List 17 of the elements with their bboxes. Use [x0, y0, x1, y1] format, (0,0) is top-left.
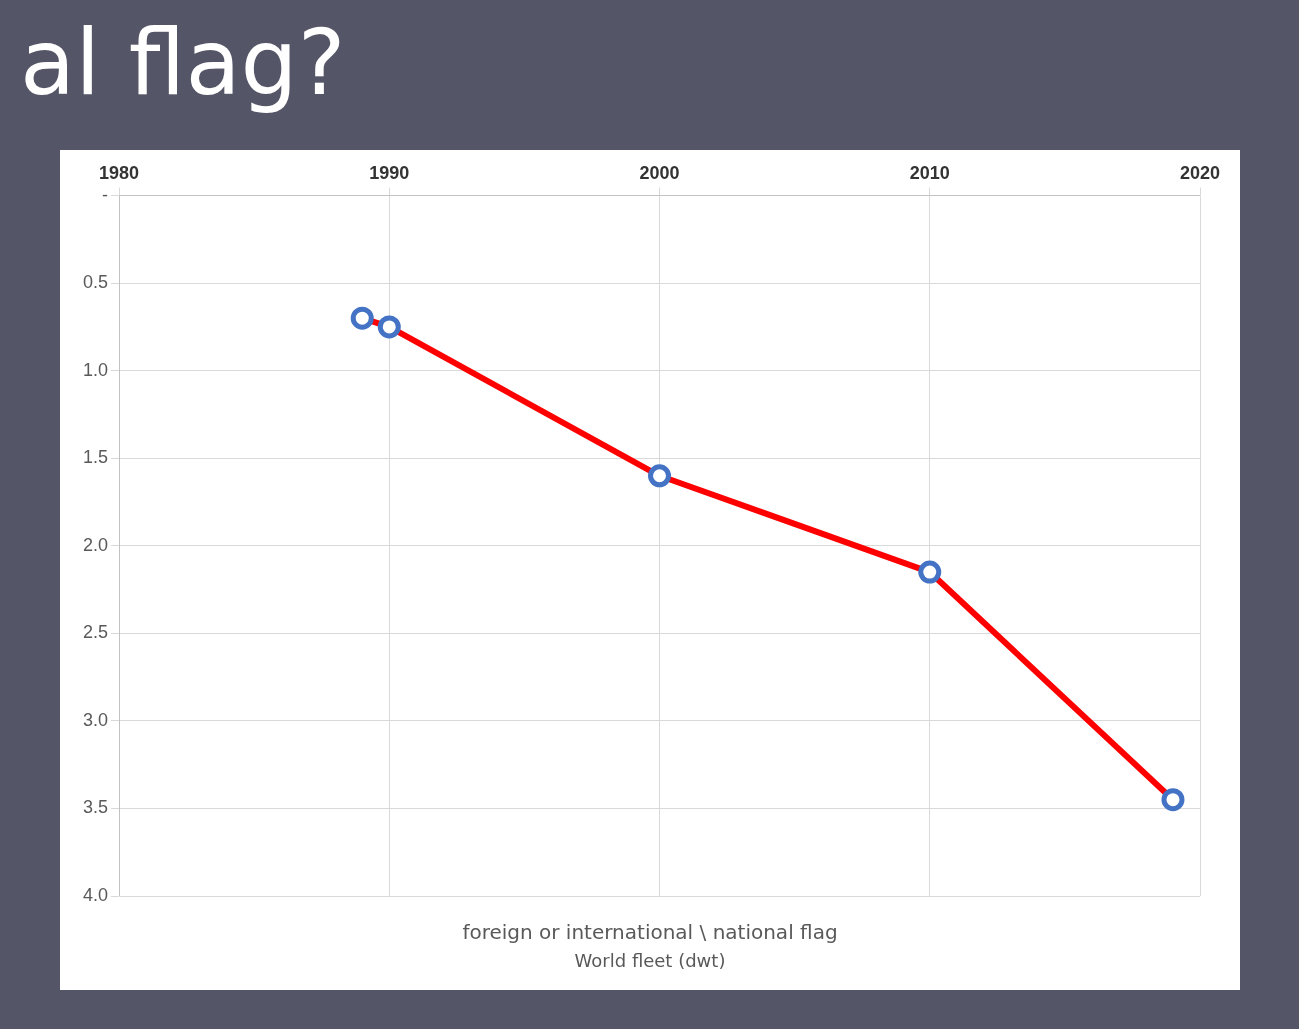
x-tick-label: 1980: [99, 162, 140, 183]
y-tick-label: 1.5: [82, 447, 109, 468]
x-axis-title: foreign or international \ national flag: [461, 920, 839, 944]
x-tick-label: 1990: [369, 162, 410, 183]
y-tick-label: 3.5: [82, 797, 109, 818]
y-tick-label: 1.0: [82, 359, 109, 380]
x-tick-label: 2010: [909, 162, 950, 183]
x-tick-label: 2000: [639, 162, 680, 183]
y-tick-label: 3.0: [82, 709, 109, 730]
y-tick-label: -: [102, 184, 109, 205]
text: World fleet (dwt): [573, 950, 727, 971]
y-tick-label: 4.0: [82, 884, 109, 905]
x-tick-label: 2020: [1179, 162, 1221, 183]
chart-title: al flag?: [20, 10, 346, 115]
y-tick-label: 2.5: [82, 622, 109, 643]
y-tick-label: 2.0: [82, 534, 109, 555]
y-tick-label: 0.5: [82, 272, 109, 293]
